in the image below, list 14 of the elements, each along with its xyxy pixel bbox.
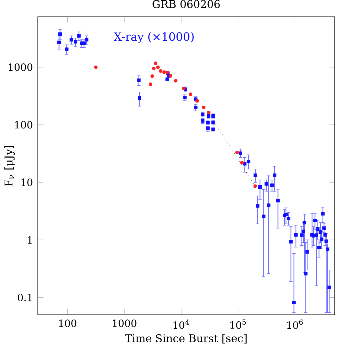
y-tick-label: 1 bbox=[28, 236, 32, 244]
x-tick-label: 10$^{4}$ bbox=[174, 320, 190, 330]
x-tick-label: 10$^{5}$ bbox=[230, 320, 246, 330]
y-tick-label: 10 bbox=[22, 178, 33, 186]
x-tick-label: 10$^{6}$ bbox=[287, 320, 304, 330]
y-axis-title: F$_{ν}$ [μJy] bbox=[4, 146, 16, 186]
x-tick-label: 100 bbox=[59, 320, 77, 328]
y-tick-label: 100 bbox=[15, 121, 33, 129]
y-tick-label: 1000 bbox=[9, 64, 33, 72]
y-tick-label: 0.1 bbox=[18, 294, 32, 302]
x-tick-label: 1000 bbox=[113, 320, 137, 328]
text: X-ray (×1000) bbox=[114, 32, 194, 44]
chart-title: GRB 060206 bbox=[152, 0, 220, 8]
x-axis-title: Time Since Burst [sec] bbox=[125, 334, 247, 344]
